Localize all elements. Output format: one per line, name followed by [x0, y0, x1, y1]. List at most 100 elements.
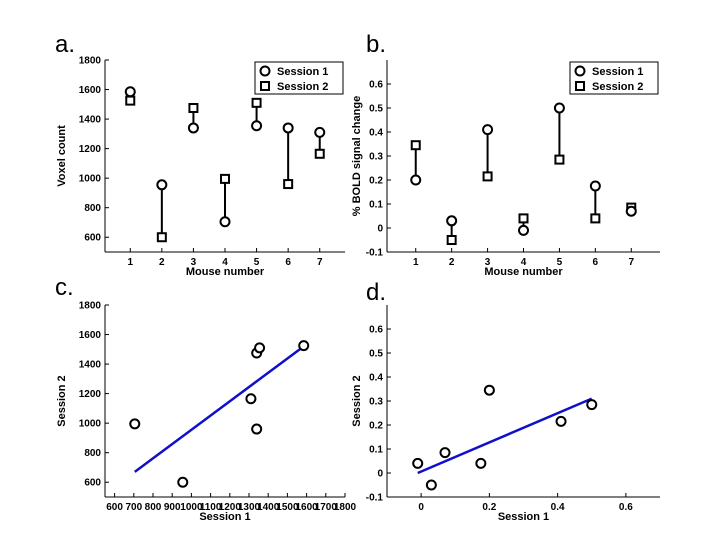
- regression-line: [417, 397, 593, 475]
- y-tick-label: 600: [84, 233, 101, 244]
- session-1-point: [219, 216, 231, 228]
- data-point: [555, 415, 567, 427]
- legend-entry: Session 2: [592, 81, 643, 93]
- x-tick-label: 800: [145, 502, 162, 513]
- panel-label-d: d.: [366, 279, 386, 306]
- session-2-point: [251, 97, 262, 108]
- panel-label-a: a.: [55, 31, 75, 58]
- x-tick-label: 1600: [295, 502, 318, 513]
- y-tick-label: 1600: [79, 85, 102, 96]
- session-2-point: [446, 235, 457, 245]
- x-tick-label: 2: [159, 257, 165, 268]
- session-2-point: [188, 103, 199, 113]
- x-axis-label: Session 1: [199, 511, 250, 523]
- panel-b: -0.1 0 0.1 0.2 0.3 0.4 0.5 0.6 1 2 3 4 5 6 7 Mouse numb…: [351, 60, 660, 278]
- session-1-point: [251, 120, 263, 132]
- session-2-point: [220, 173, 230, 184]
- x-axis-label: Session 1: [498, 511, 549, 523]
- y-tick-label: 0.4: [369, 128, 383, 139]
- y-tick-label: 0.3: [369, 397, 383, 408]
- y-tick-label: 1400: [79, 360, 102, 371]
- x-tick-label: 0.6: [619, 502, 633, 513]
- data-point: [439, 447, 451, 459]
- y-tick-label: 0.2: [369, 176, 383, 187]
- x-tick-label: 6: [593, 257, 599, 268]
- data-point: [251, 423, 263, 435]
- y-tick-label: 1400: [79, 115, 102, 126]
- y-tick-label: 0: [377, 224, 383, 235]
- x-tick-label: 0.4: [551, 502, 565, 513]
- session-1-point: [518, 224, 529, 236]
- y-tick-label: 0.6: [369, 80, 383, 91]
- y-axis-label: Session 2: [56, 375, 68, 426]
- y-tick-label: 0.5: [369, 349, 383, 360]
- panel-d: -0.1 0 0.1 0.2 0.3 0.4 0.5 0.6 0 0.2 0.4 0.6 Session…: [351, 305, 660, 523]
- y-tick-label: 600: [84, 478, 101, 489]
- x-axis-label: Mouse number: [186, 266, 265, 278]
- y-tick-label: 1200: [79, 389, 102, 400]
- session-1-point: [625, 205, 637, 217]
- data-point: [425, 479, 437, 491]
- data-point: [475, 457, 487, 469]
- x-tick-label: 1: [413, 257, 419, 268]
- y-tick-label: -0.1: [366, 248, 384, 259]
- x-tick-label: 1100: [200, 502, 222, 513]
- x-tick-label: 0: [418, 502, 424, 513]
- y-tick-label: 1000: [79, 174, 102, 185]
- y-tick-label: 0.4: [369, 373, 383, 384]
- x-tick-label: 5: [557, 257, 563, 268]
- data-point: [245, 393, 257, 405]
- regression-line: [134, 345, 305, 473]
- x-tick-label: 7: [628, 257, 634, 268]
- y-tick-label: 0.1: [369, 200, 383, 211]
- y-tick-label: 800: [84, 203, 101, 214]
- legend-entry: Session 1: [277, 66, 328, 78]
- session-2-point: [283, 179, 294, 190]
- legend-entry: Session 1: [592, 66, 643, 78]
- legend-circle-marker: [574, 65, 586, 77]
- x-tick-label: 1700: [315, 502, 338, 513]
- y-tick-label: 0: [377, 469, 383, 480]
- legend-entry: Session 2: [277, 81, 328, 93]
- data-point: [298, 340, 310, 352]
- legend-circle-marker: [259, 65, 271, 77]
- session-2-point: [410, 140, 421, 151]
- y-tick-label: -0.1: [366, 493, 384, 504]
- session-1-point: [314, 126, 326, 138]
- x-tick-label: 1000: [180, 502, 203, 513]
- session-2-point: [156, 232, 167, 243]
- y-axis-label: % BOLD signal change: [351, 96, 363, 216]
- x-tick-label: 1400: [257, 502, 280, 513]
- session-1-point: [553, 102, 565, 114]
- session-2-point: [518, 213, 529, 224]
- data-point: [254, 342, 266, 354]
- x-tick-label: 7: [317, 257, 323, 268]
- x-axis-label: Mouse number: [484, 266, 563, 278]
- session-2-point: [125, 95, 136, 106]
- x-tick-label: 4: [222, 257, 228, 268]
- y-tick-label: 1800: [79, 56, 102, 67]
- panel-label-b: b.: [366, 31, 386, 58]
- x-tick-label: 1200: [219, 502, 242, 513]
- session-2-point: [314, 148, 325, 159]
- panel-a: 600 800 1000 1200 1400 1600 1800 1 2 3 4 5 6 7 Mouse n…: [56, 56, 345, 278]
- y-tick-label: 1000: [79, 419, 102, 430]
- session-2-point: [482, 171, 493, 182]
- x-tick-label: 2: [449, 257, 455, 268]
- data-point: [586, 399, 598, 411]
- y-tick-label: 1800: [79, 301, 102, 312]
- x-tick-label: 600: [106, 502, 123, 513]
- x-tick-label: 4: [521, 257, 527, 268]
- y-tick-label: 1200: [79, 144, 102, 155]
- session-1-point: [446, 215, 458, 227]
- session-1-point: [589, 180, 601, 192]
- y-tick-label: 0.2: [369, 421, 383, 432]
- y-tick-label: 1600: [79, 330, 102, 341]
- session-1-point: [187, 122, 199, 134]
- x-tick-label: 1800: [334, 502, 357, 513]
- x-tick-label: 3: [485, 257, 491, 268]
- y-tick-label: 800: [84, 448, 101, 459]
- y-tick-label: 0.3: [369, 152, 383, 163]
